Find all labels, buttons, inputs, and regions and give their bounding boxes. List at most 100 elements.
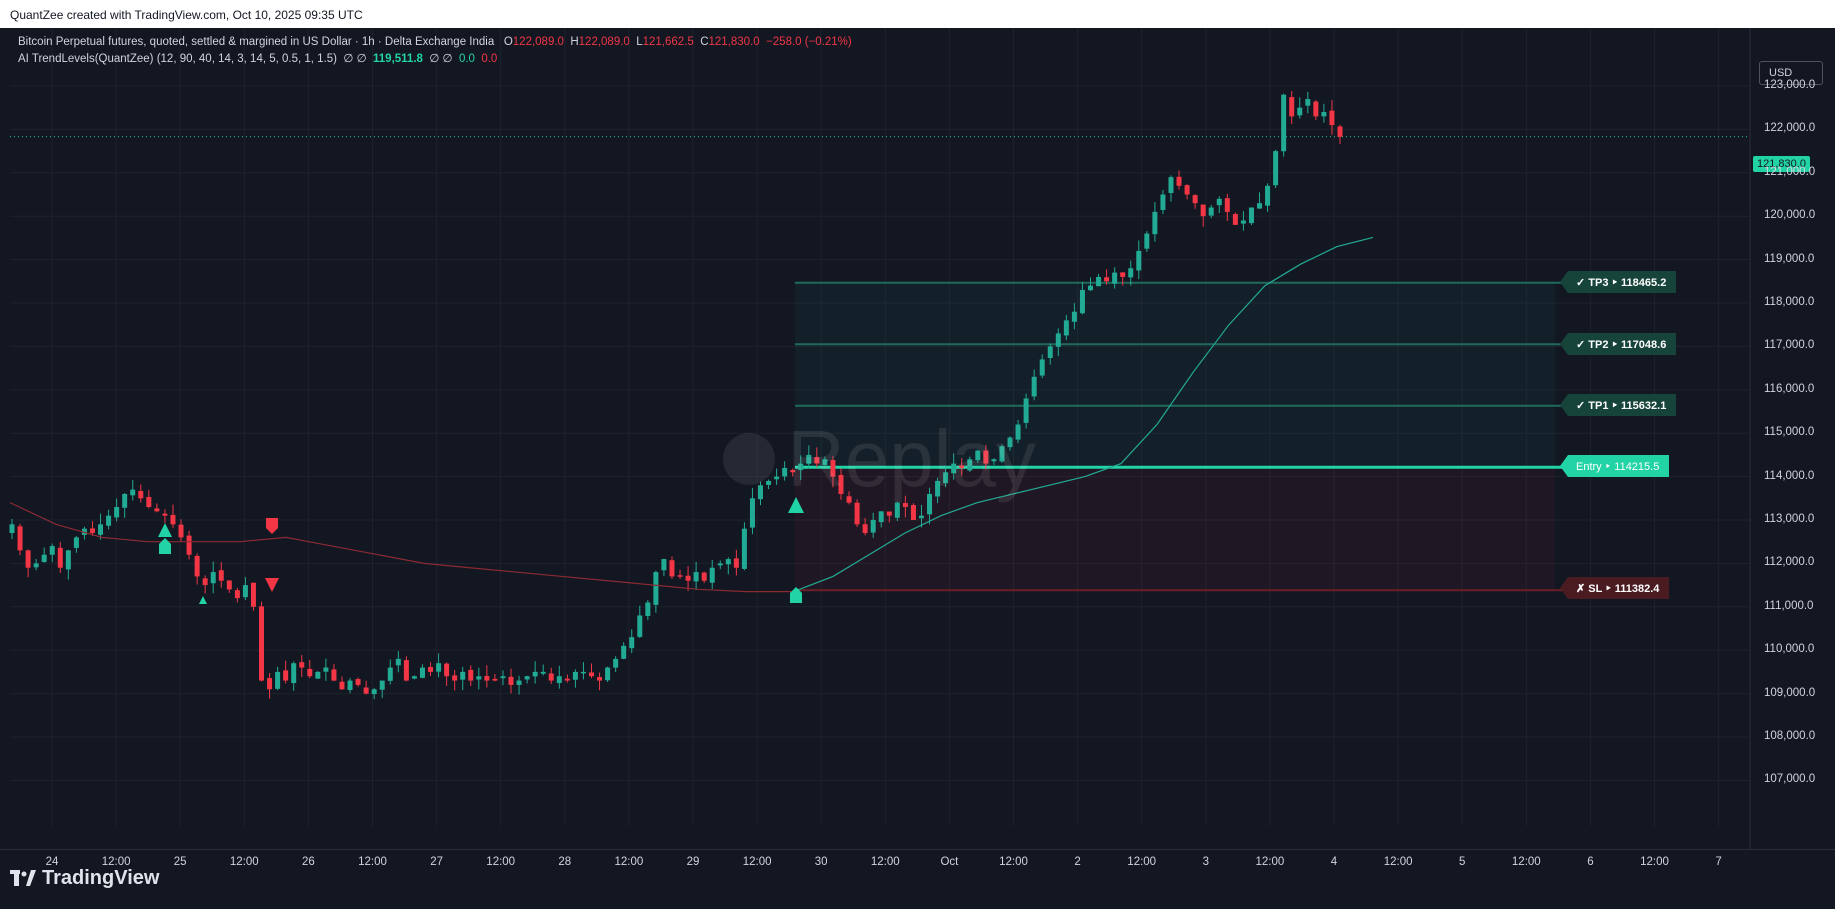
candle-body	[1176, 176, 1182, 186]
candle-body	[1055, 333, 1061, 347]
candle-body	[1031, 376, 1037, 397]
chart-legend: Bitcoin Perpetual futures, quoted, settl…	[18, 34, 852, 68]
candle-body	[452, 675, 458, 681]
candle-body	[202, 578, 208, 586]
price-tick-label: 108,000.0	[1764, 730, 1816, 742]
candle-body	[122, 493, 128, 508]
candle-body	[822, 459, 828, 465]
candle-body	[106, 515, 112, 526]
time-tick-label: 7	[1715, 856, 1722, 868]
buy-signal-small-icon	[199, 596, 207, 604]
high-value: 122,089.0	[578, 36, 630, 48]
indicator-row[interactable]: AI TrendLevels(QuantZee) (12, 90, 40, 14…	[18, 53, 498, 65]
candle-body	[347, 680, 353, 691]
buy-signal-triangle-icon	[158, 523, 172, 537]
time-tick-label: 3	[1202, 856, 1209, 868]
candle-body	[428, 667, 434, 672]
candle-body	[846, 496, 852, 503]
candle-body	[1023, 398, 1029, 423]
candle-body	[548, 673, 554, 681]
candle-body	[395, 658, 401, 666]
sell-signal-pin-icon	[266, 518, 278, 534]
candle-body	[564, 678, 570, 681]
candle-body	[790, 470, 796, 473]
buy-signal-pin-icon	[159, 538, 171, 554]
symbol-title: Bitcoin Perpetual futures, quoted, settl…	[18, 36, 495, 48]
time-tick-label: 24	[45, 856, 59, 868]
candle-body	[669, 560, 675, 577]
open-value: 122,089.0	[512, 36, 564, 48]
candle-body	[862, 524, 868, 534]
price-tick-label: 107,000.0	[1764, 773, 1816, 786]
candle-body	[49, 546, 55, 555]
time-tick-label: 12:00	[614, 856, 644, 868]
replay-text: Replay	[787, 414, 1037, 503]
candle-body	[1047, 346, 1053, 358]
time-tick-label: 12:00	[742, 856, 772, 868]
candle-body	[661, 559, 667, 571]
chart-area[interactable]: Replay USD 121,830.0 ✓ TP3 ‣ 118465.2 ✓ …	[0, 28, 1835, 868]
price-tick-label: 123,000.0	[1764, 79, 1816, 91]
candle-body	[444, 663, 450, 677]
candle-body	[339, 681, 345, 690]
candle-body	[580, 671, 586, 674]
candle-body	[210, 572, 216, 584]
candle-body	[218, 570, 224, 581]
candle-body	[170, 514, 176, 525]
candle-body	[460, 671, 466, 680]
trend-ma-bear	[9, 502, 792, 593]
candle-body	[234, 590, 240, 599]
candle-body	[967, 459, 973, 471]
candle-body	[1087, 285, 1093, 291]
candle-body	[621, 645, 627, 659]
candle-body	[1305, 99, 1311, 106]
candle-body	[741, 528, 747, 569]
candle-body	[645, 602, 651, 616]
trend-ma-bull	[796, 236, 1374, 591]
candle-body	[315, 671, 321, 679]
candle-body	[1096, 276, 1102, 287]
candle-body	[798, 463, 804, 471]
candle-body	[693, 572, 699, 582]
time-tick-label: 4	[1330, 856, 1338, 868]
candle-body	[508, 676, 514, 685]
candle-body	[1289, 97, 1295, 117]
price-chart[interactable]	[0, 28, 1835, 850]
time-tick-label: 12:00	[101, 856, 131, 868]
candle-body	[492, 678, 498, 681]
currency-button[interactable]: USD	[1759, 61, 1823, 85]
candle-body	[717, 563, 723, 566]
tp2-label: ✓ TP2 ‣ 117048.6	[1560, 333, 1677, 355]
candle-body	[65, 550, 71, 570]
candle-body	[307, 668, 313, 677]
tradingview-logo-icon	[10, 870, 36, 886]
candle-body	[371, 689, 377, 695]
time-tick-label: 27	[430, 856, 443, 868]
time-tick-label: 28	[558, 856, 572, 868]
candle-body	[758, 485, 764, 500]
candle-body	[1112, 272, 1118, 284]
price-tick-label: 111,000.0	[1764, 599, 1814, 612]
change-value: −258.0 (−0.21%)	[766, 36, 852, 48]
candle-body	[1297, 107, 1303, 116]
candle-body	[894, 502, 900, 518]
candle-body	[685, 575, 691, 581]
candle-body	[1007, 437, 1013, 448]
profit-zone	[795, 282, 1555, 468]
candle-body	[878, 511, 884, 523]
candle-body	[927, 493, 933, 515]
time-tick-label: 12:00	[1127, 856, 1157, 868]
candle-body	[1063, 320, 1069, 336]
candle-body	[1329, 110, 1335, 126]
candle-body	[57, 547, 63, 568]
tradingview-brand[interactable]: TradingView	[10, 866, 159, 890]
candle-body	[991, 459, 997, 462]
candle-body	[806, 454, 812, 464]
candle-body	[1168, 177, 1174, 193]
candle-body	[516, 680, 522, 685]
sell-signal-triangle-icon	[265, 578, 279, 592]
price-tick-label: 113,000.0	[1764, 513, 1815, 525]
candle-body	[1240, 220, 1246, 224]
candle-body	[1136, 250, 1142, 271]
replay-watermark: Replay	[723, 413, 1036, 505]
